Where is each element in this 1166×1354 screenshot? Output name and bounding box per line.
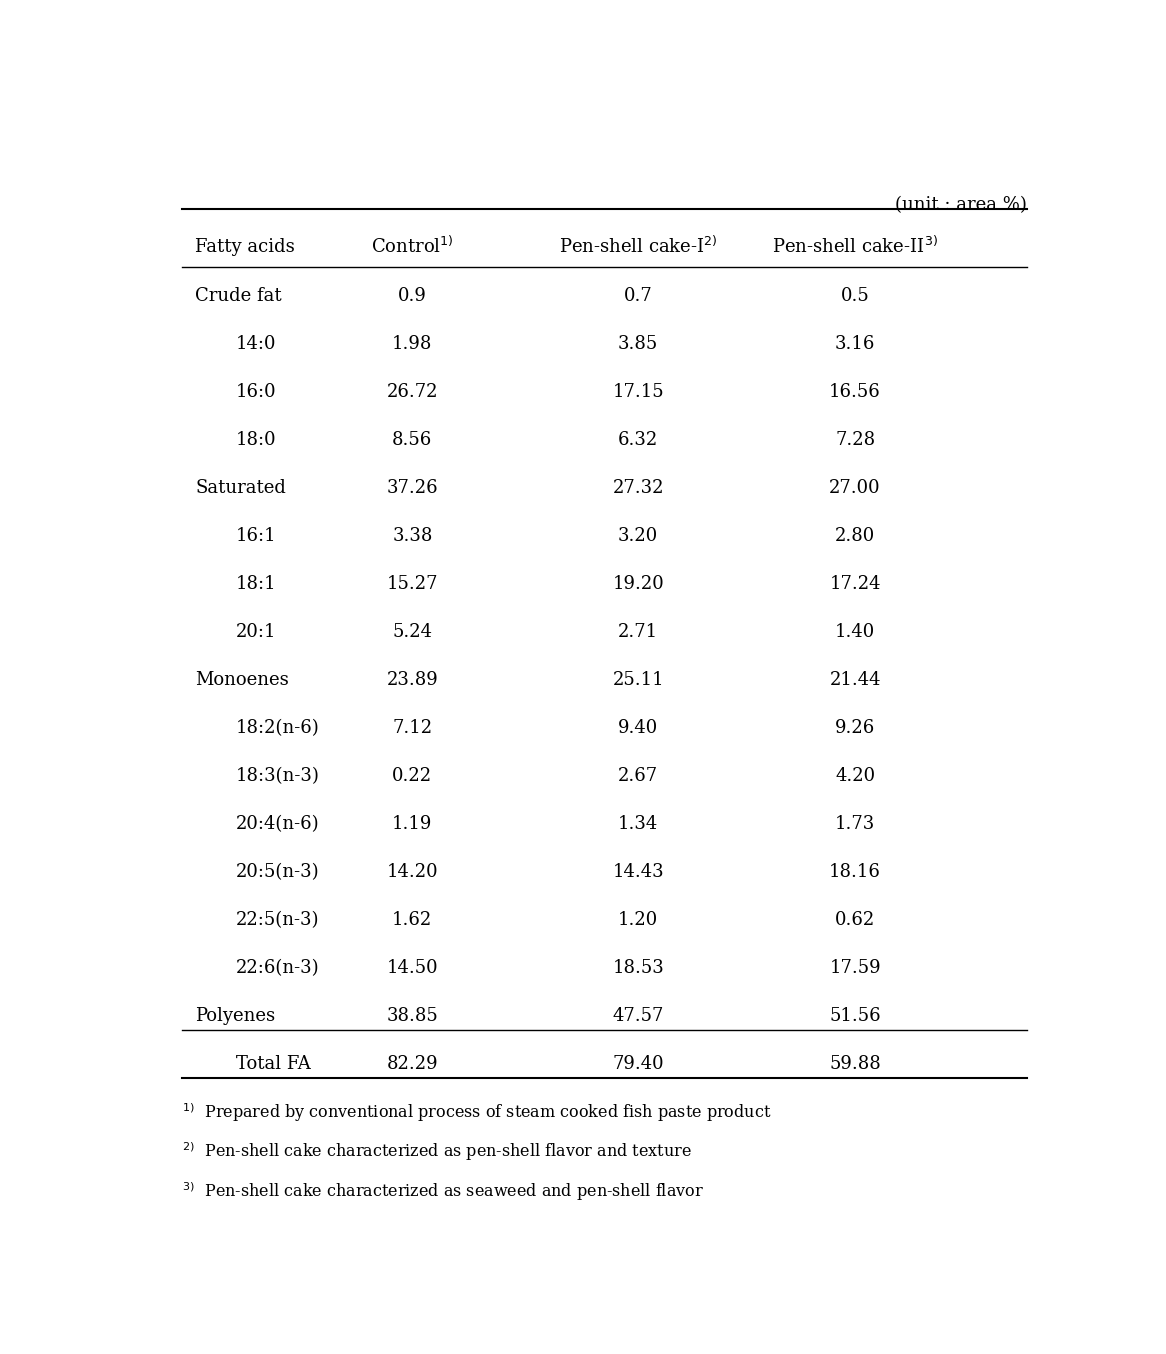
- Text: Fatty acids: Fatty acids: [196, 238, 295, 256]
- Text: $^{3)}$  Pen-shell cake characterized as seaweed and pen-shell flavor: $^{3)}$ Pen-shell cake characterized as …: [182, 1181, 704, 1204]
- Text: 18.53: 18.53: [612, 959, 665, 976]
- Text: (unit : area %): (unit : area %): [895, 196, 1027, 214]
- Text: 19.20: 19.20: [612, 575, 665, 593]
- Text: Monoenes: Monoenes: [196, 672, 289, 689]
- Text: 3.85: 3.85: [618, 336, 659, 353]
- Text: 15.27: 15.27: [387, 575, 438, 593]
- Text: 3.38: 3.38: [392, 527, 433, 546]
- Text: 18:0: 18:0: [236, 432, 276, 450]
- Text: 21.44: 21.44: [829, 672, 880, 689]
- Text: 2.80: 2.80: [835, 527, 876, 546]
- Text: $^{2)}$  Pen-shell cake characterized as pen-shell flavor and texture: $^{2)}$ Pen-shell cake characterized as …: [182, 1141, 691, 1163]
- Text: 16.56: 16.56: [829, 383, 881, 401]
- Text: 1.62: 1.62: [392, 911, 433, 929]
- Text: 14.43: 14.43: [612, 862, 665, 881]
- Text: 14:0: 14:0: [236, 336, 276, 353]
- Text: 0.9: 0.9: [398, 287, 427, 306]
- Text: 18:3(n-3): 18:3(n-3): [236, 768, 319, 785]
- Text: 27.00: 27.00: [829, 479, 881, 497]
- Text: 59.88: 59.88: [829, 1055, 881, 1072]
- Text: 1.20: 1.20: [618, 911, 659, 929]
- Text: 3.16: 3.16: [835, 336, 876, 353]
- Text: 26.72: 26.72: [387, 383, 438, 401]
- Text: 14.20: 14.20: [386, 862, 438, 881]
- Text: 20:5(n-3): 20:5(n-3): [236, 862, 319, 881]
- Text: 22:5(n-3): 22:5(n-3): [236, 911, 319, 929]
- Text: 9.40: 9.40: [618, 719, 659, 737]
- Text: $^{1)}$  Prepared by conventional process of steam cooked fish paste product: $^{1)}$ Prepared by conventional process…: [182, 1101, 772, 1124]
- Text: Polyenes: Polyenes: [196, 1007, 275, 1025]
- Text: 7.12: 7.12: [392, 719, 433, 737]
- Text: 17.59: 17.59: [829, 959, 881, 976]
- Text: Control$^{1)}$: Control$^{1)}$: [371, 236, 454, 257]
- Text: 27.32: 27.32: [612, 479, 663, 497]
- Text: 5.24: 5.24: [392, 623, 433, 642]
- Text: 0.7: 0.7: [624, 287, 653, 306]
- Text: Total FA: Total FA: [236, 1055, 311, 1072]
- Text: Pen-shell cake-II$^{3)}$: Pen-shell cake-II$^{3)}$: [772, 236, 937, 257]
- Text: 3.20: 3.20: [618, 527, 659, 546]
- Text: 1.73: 1.73: [835, 815, 876, 833]
- Text: Saturated: Saturated: [196, 479, 287, 497]
- Text: 18:1: 18:1: [236, 575, 276, 593]
- Text: 47.57: 47.57: [612, 1007, 663, 1025]
- Text: 2.71: 2.71: [618, 623, 659, 642]
- Text: 0.62: 0.62: [835, 911, 876, 929]
- Text: 18.16: 18.16: [829, 862, 881, 881]
- Text: 16:0: 16:0: [236, 383, 276, 401]
- Text: Crude fat: Crude fat: [196, 287, 282, 306]
- Text: 1.40: 1.40: [835, 623, 876, 642]
- Text: 23.89: 23.89: [386, 672, 438, 689]
- Text: 20:1: 20:1: [236, 623, 276, 642]
- Text: 2.67: 2.67: [618, 768, 659, 785]
- Text: 0.22: 0.22: [392, 768, 433, 785]
- Text: 22:6(n-3): 22:6(n-3): [236, 959, 319, 976]
- Text: Pen-shell cake-I$^{2)}$: Pen-shell cake-I$^{2)}$: [559, 236, 717, 257]
- Text: 38.85: 38.85: [386, 1007, 438, 1025]
- Text: 25.11: 25.11: [612, 672, 665, 689]
- Text: 1.19: 1.19: [392, 815, 433, 833]
- Text: 0.5: 0.5: [841, 287, 870, 306]
- Text: 1.98: 1.98: [392, 336, 433, 353]
- Text: 6.32: 6.32: [618, 432, 659, 450]
- Text: 18:2(n-6): 18:2(n-6): [236, 719, 319, 737]
- Text: 1.34: 1.34: [618, 815, 659, 833]
- Text: 14.50: 14.50: [386, 959, 438, 976]
- Text: 4.20: 4.20: [835, 768, 876, 785]
- Text: 37.26: 37.26: [386, 479, 438, 497]
- Text: 79.40: 79.40: [612, 1055, 665, 1072]
- Text: 82.29: 82.29: [386, 1055, 438, 1072]
- Text: 16:1: 16:1: [236, 527, 276, 546]
- Text: 9.26: 9.26: [835, 719, 876, 737]
- Text: 51.56: 51.56: [829, 1007, 881, 1025]
- Text: 7.28: 7.28: [835, 432, 876, 450]
- Text: 17.24: 17.24: [829, 575, 880, 593]
- Text: 20:4(n-6): 20:4(n-6): [236, 815, 319, 833]
- Text: 17.15: 17.15: [612, 383, 665, 401]
- Text: 8.56: 8.56: [392, 432, 433, 450]
